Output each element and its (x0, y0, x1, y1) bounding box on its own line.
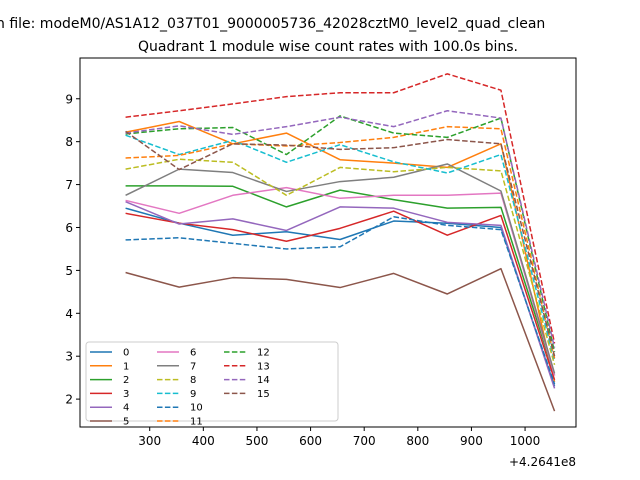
series-line-13 (125, 73, 556, 344)
suptitle: n file: modeM0/AS1A12_037T01_9000005736_… (0, 16, 545, 32)
x-tick-label: 1000 (510, 434, 541, 448)
y-tick-label: 2 (65, 393, 73, 407)
series-line-0 (125, 207, 556, 387)
legend-label-9: 9 (190, 389, 196, 400)
series-line-15 (125, 130, 556, 357)
legend-label-2: 2 (123, 375, 129, 386)
legend-label-15: 15 (257, 389, 270, 400)
legend-label-3: 3 (123, 389, 129, 400)
y-tick-label: 5 (65, 264, 73, 278)
x-tick-label: 400 (192, 434, 215, 448)
plot-frame (79, 57, 577, 428)
series-line-7 (125, 163, 556, 374)
x-tick-label: 600 (299, 434, 322, 448)
legend-label-14: 14 (257, 375, 270, 386)
legend-label-0: 0 (123, 348, 129, 359)
legend-label-8: 8 (190, 375, 196, 386)
chart-title: Quadrant 1 module wise count rates with … (138, 39, 518, 55)
series-line-14 (125, 110, 556, 348)
legend-label-12: 12 (257, 348, 270, 359)
legend-box (85, 341, 339, 422)
series-line-8 (125, 158, 556, 365)
legend-label-1: 1 (123, 361, 129, 372)
legend-label-5: 5 (123, 417, 129, 428)
x-tick-label: 300 (138, 434, 161, 448)
x-tick-label: 700 (353, 434, 376, 448)
axes-layer: 300 400 500 600 700 800 900 1000 2 3 4 5 6 7 8 9 (65, 92, 540, 448)
series-line-10 (125, 216, 556, 385)
x-tick-label: 500 (245, 434, 268, 448)
x-offset-label: +4.2641e8 (509, 455, 576, 469)
series-layer (125, 73, 556, 412)
x-tick-label: 800 (406, 434, 429, 448)
legend-label-4: 4 (123, 403, 129, 414)
series-line-4 (125, 201, 556, 389)
x-tick-label: 900 (460, 434, 483, 448)
series-line-2 (125, 185, 556, 376)
y-tick-label: 8 (65, 135, 73, 149)
y-tick-label: 3 (65, 350, 73, 364)
legend-label-10: 10 (190, 403, 203, 414)
y-tick-label: 9 (65, 92, 73, 106)
series-line-5 (125, 267, 556, 412)
legend-label-7: 7 (190, 361, 196, 372)
legend-label-13: 13 (257, 361, 270, 372)
y-tick-label: 4 (65, 307, 73, 321)
legend-label-11: 11 (190, 417, 203, 428)
y-tick-label: 6 (65, 221, 73, 235)
legend-label-6: 6 (190, 348, 196, 359)
series-line-6 (125, 186, 556, 376)
series-line-11 (125, 125, 556, 359)
series-line-3 (125, 210, 556, 381)
y-tick-label: 7 (65, 178, 73, 192)
series-line-9 (125, 134, 556, 361)
